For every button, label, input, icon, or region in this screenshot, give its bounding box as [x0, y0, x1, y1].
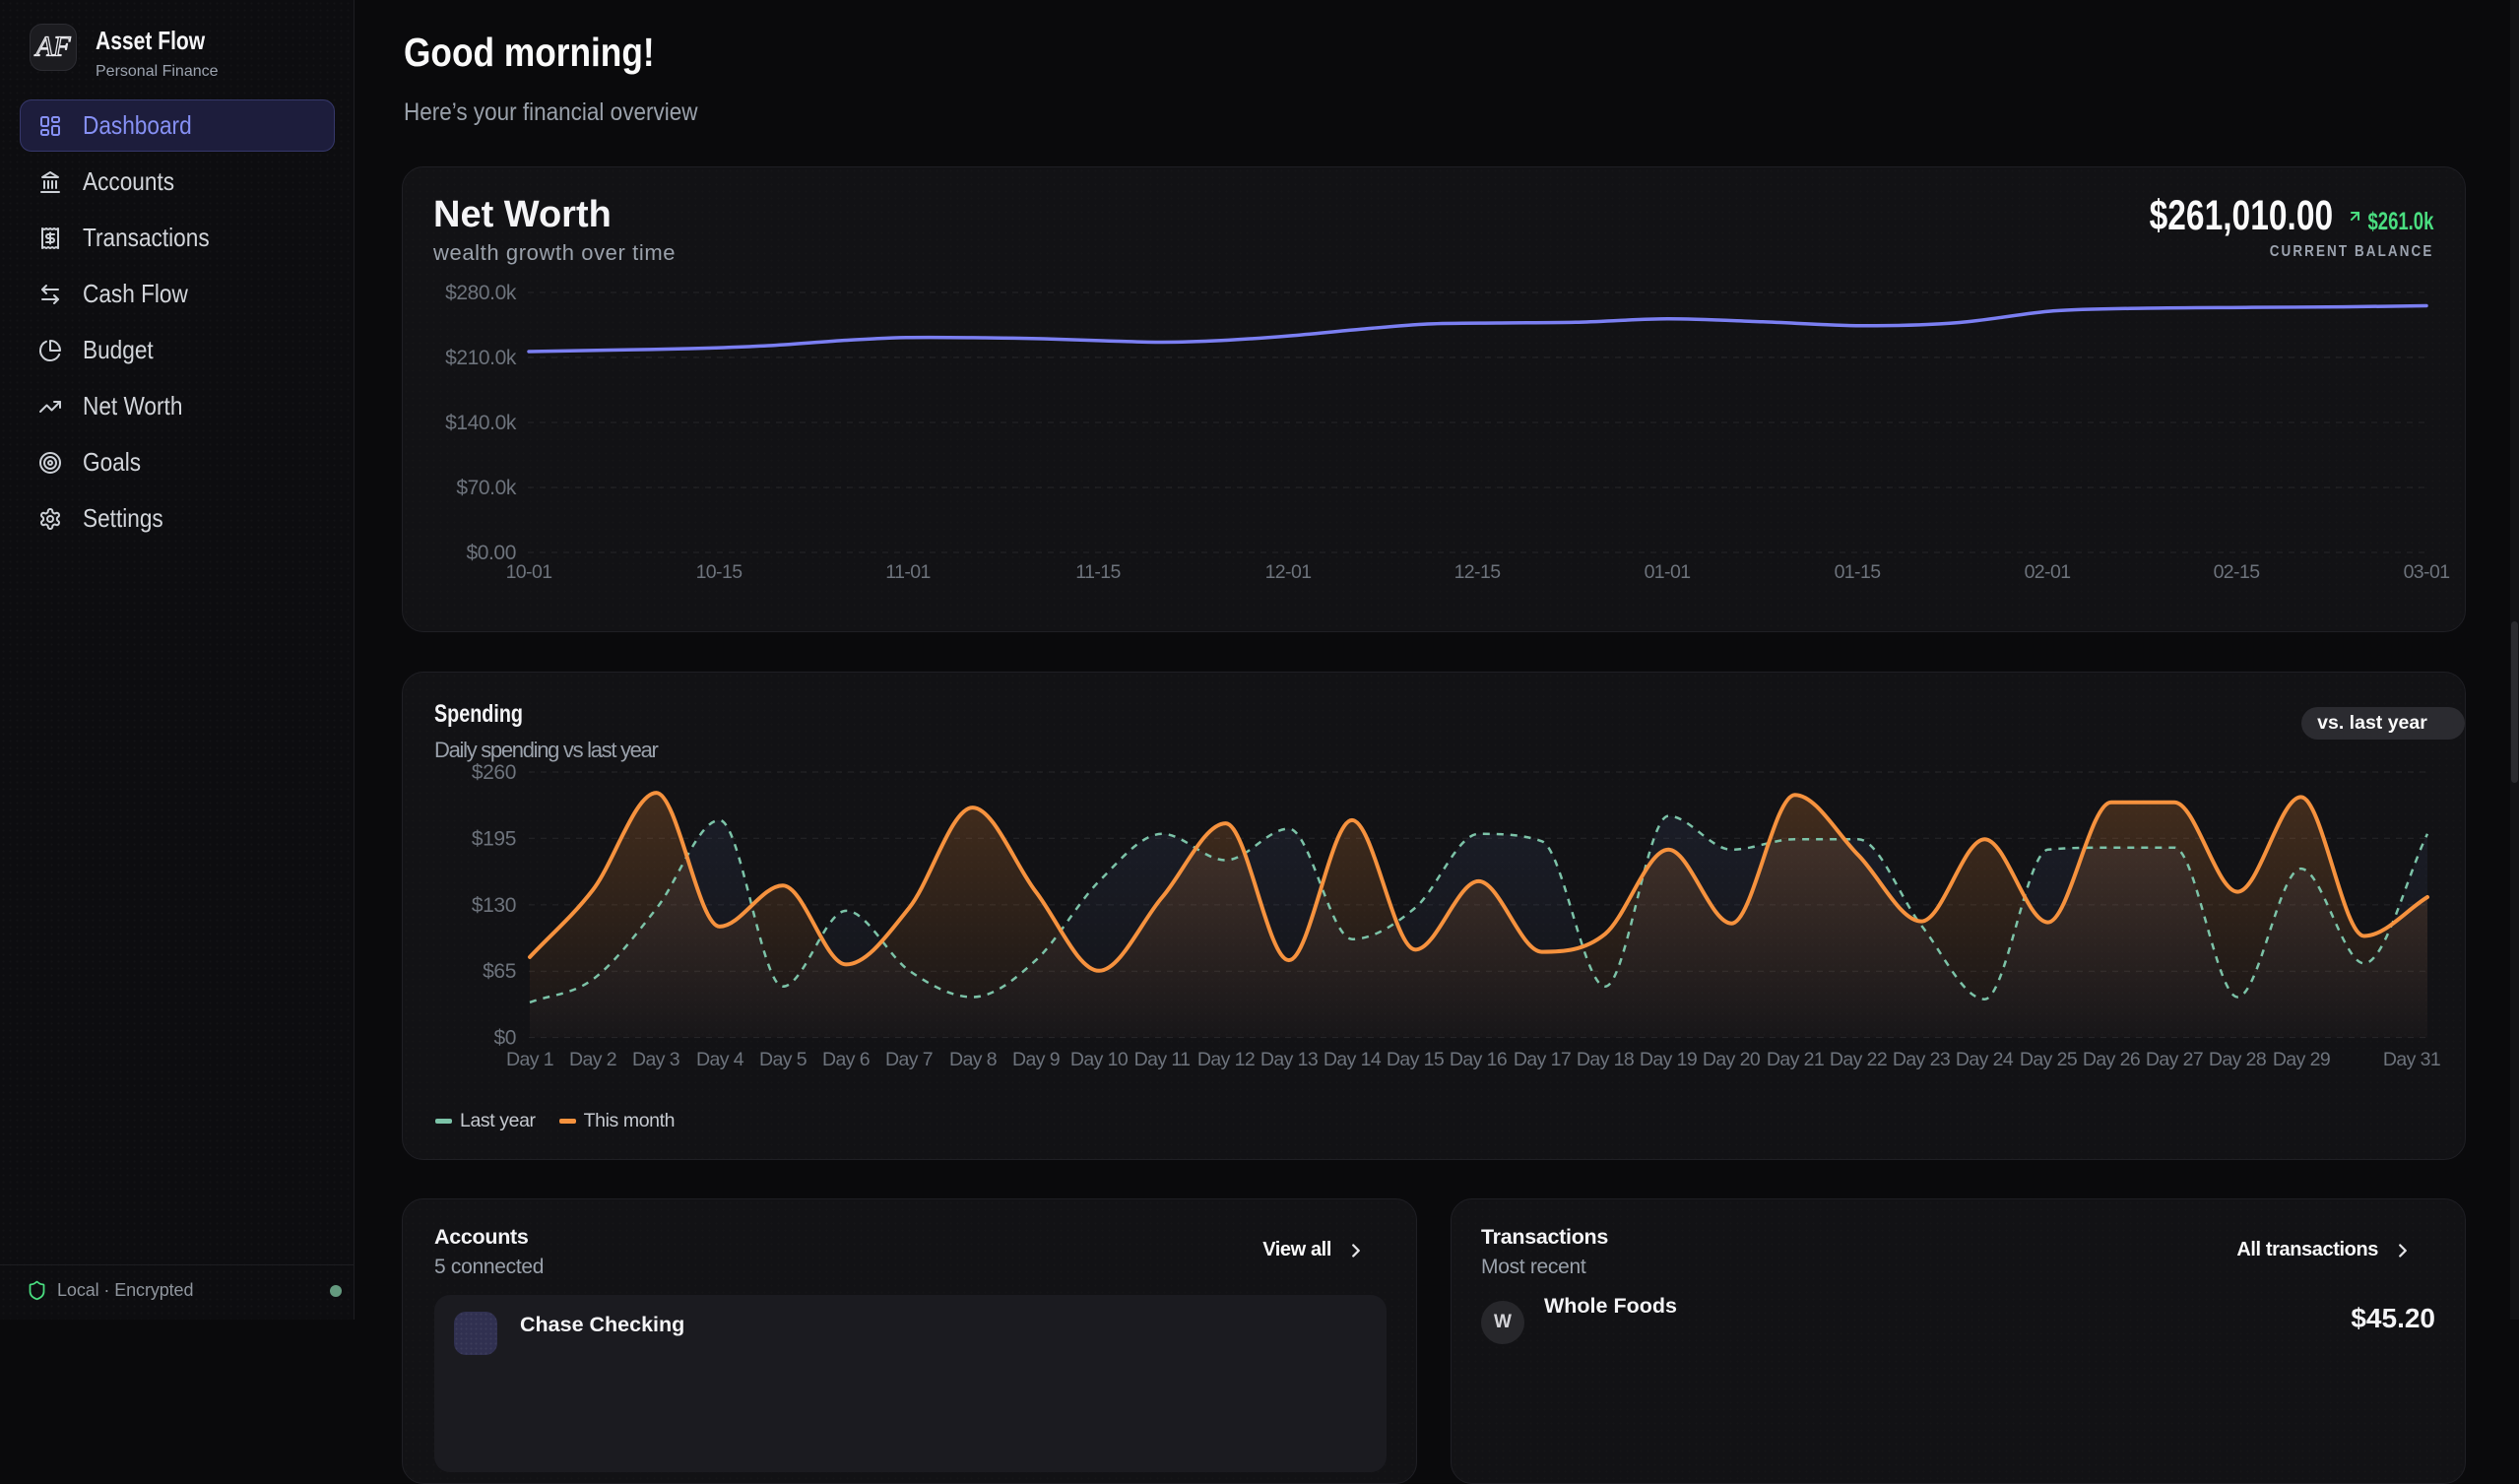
- svg-text:$280.0k: $280.0k: [445, 282, 517, 304]
- svg-text:Day 4: Day 4: [696, 1049, 744, 1070]
- svg-text:Day 3: Day 3: [632, 1049, 679, 1070]
- svg-text:Day 22: Day 22: [1830, 1049, 1887, 1070]
- svg-text:Day 7: Day 7: [885, 1049, 933, 1070]
- svg-text:Day 6: Day 6: [822, 1049, 870, 1070]
- svg-text:$0: $0: [493, 1027, 516, 1050]
- svg-text:Day 8: Day 8: [949, 1049, 997, 1070]
- svg-text:11-15: 11-15: [1075, 561, 1121, 583]
- svg-text:Day 25: Day 25: [2020, 1049, 2078, 1070]
- svg-text:01-01: 01-01: [1645, 561, 1691, 583]
- svg-text:$210.0k: $210.0k: [445, 347, 517, 369]
- svg-text:Day 15: Day 15: [1387, 1049, 1445, 1070]
- svg-text:Day 2: Day 2: [569, 1049, 616, 1070]
- svg-text:12-15: 12-15: [1454, 561, 1502, 583]
- svg-text:$260: $260: [472, 761, 516, 784]
- svg-text:$140.0k: $140.0k: [445, 412, 517, 434]
- svg-text:$0.00: $0.00: [466, 542, 516, 564]
- svg-text:02-15: 02-15: [2214, 561, 2261, 583]
- svg-text:AF: AF: [33, 32, 71, 63]
- svg-text:10-15: 10-15: [696, 561, 743, 583]
- svg-text:$70.0k: $70.0k: [456, 477, 517, 499]
- svg-text:$65: $65: [483, 960, 516, 983]
- svg-text:03-01: 03-01: [2404, 561, 2450, 583]
- svg-text:Day 26: Day 26: [2083, 1049, 2140, 1070]
- svg-text:12-01: 12-01: [1265, 561, 1312, 583]
- svg-text:Day 12: Day 12: [1197, 1049, 1255, 1070]
- svg-text:Day 24: Day 24: [1956, 1049, 2014, 1070]
- svg-text:Day 5: Day 5: [759, 1049, 807, 1070]
- svg-text:Day 16: Day 16: [1450, 1049, 1507, 1070]
- svg-text:Day 17: Day 17: [1514, 1049, 1571, 1070]
- svg-text:Day 1: Day 1: [506, 1049, 553, 1070]
- svg-text:Day 27: Day 27: [2146, 1049, 2203, 1070]
- svg-text:Day 21: Day 21: [1767, 1049, 1824, 1070]
- svg-text:Day 10: Day 10: [1070, 1049, 1129, 1070]
- svg-text:Day 19: Day 19: [1640, 1049, 1697, 1070]
- svg-text:Day 20: Day 20: [1703, 1049, 1761, 1070]
- svg-text:02-01: 02-01: [2025, 561, 2071, 583]
- svg-text:Day 9: Day 9: [1012, 1049, 1060, 1070]
- svg-text:Day 18: Day 18: [1577, 1049, 1634, 1070]
- svg-text:Day 14: Day 14: [1324, 1049, 1382, 1070]
- svg-text:$130: $130: [472, 894, 516, 917]
- svg-text:11-01: 11-01: [885, 561, 930, 583]
- svg-text:10-01: 10-01: [506, 561, 552, 583]
- svg-text:Day 11: Day 11: [1134, 1049, 1191, 1070]
- svg-text:01-15: 01-15: [1835, 561, 1882, 583]
- svg-text:Day 29: Day 29: [2273, 1049, 2330, 1070]
- svg-text:Day 31: Day 31: [2383, 1049, 2440, 1070]
- svg-text:Day 28: Day 28: [2209, 1049, 2266, 1070]
- svg-text:Day 13: Day 13: [1260, 1049, 1318, 1070]
- svg-text:$195: $195: [472, 827, 516, 850]
- svg-text:Day 23: Day 23: [1893, 1049, 1950, 1070]
